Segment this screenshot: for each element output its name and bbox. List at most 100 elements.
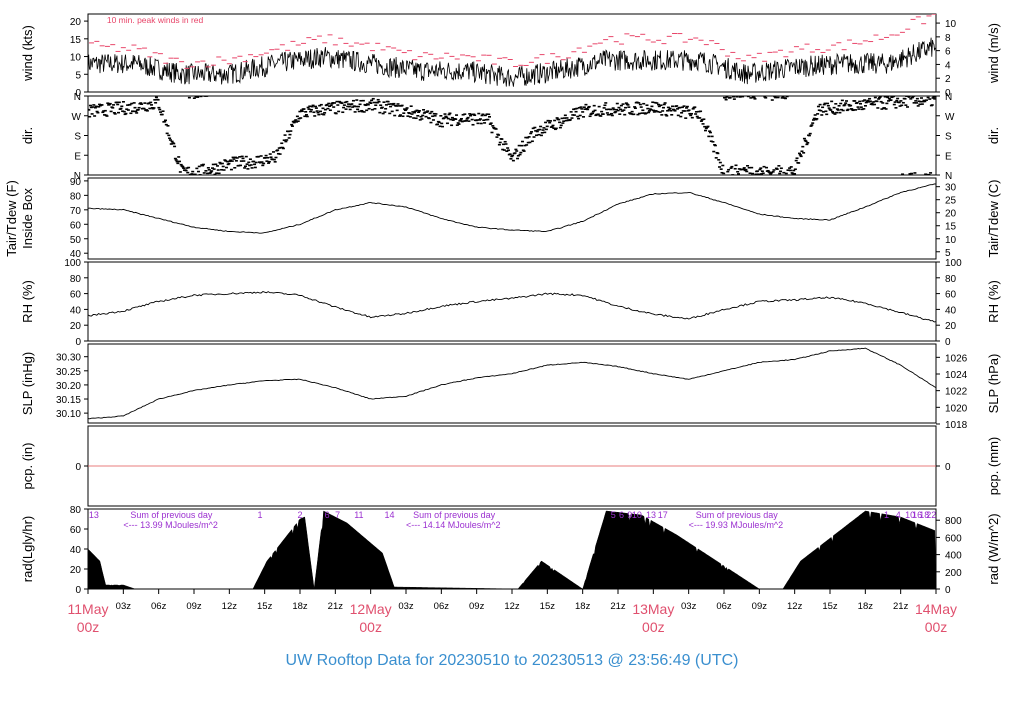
rad-hour-label: 13 [646,510,656,520]
rad-note-line2: <--- 19.93 MJoules/m^2 [689,520,784,530]
ytick-label-left-wind: 0 [75,88,81,99]
rad-hour-label: 7 [335,510,340,520]
wind-annotation: 10 min. peak winds in red [107,15,204,25]
rad-hour-label: 18 [919,510,929,520]
rad-note-line2: <--- 14.14 MJoules/m^2 [406,520,501,530]
ytick-label-left-rad: 20 [70,565,82,576]
series-rh [88,290,936,323]
ytick-label-left-temp: 90 [70,177,82,188]
ytick-label-left-slp: 30.20 [56,381,81,392]
rad-hour-label: 17 [658,510,668,520]
rad-hour-label: 4 [896,510,901,520]
ytick-label-left-wind: 20 [70,17,82,28]
ytick-label-right-wind: 10 [945,19,957,30]
series-wind-peaks [89,14,936,69]
xtick-date-sub: 00z [925,619,948,635]
series-radiation [88,510,936,589]
ytick-label-left-temp: 40 [70,249,82,260]
rad-hour-label: 10 [632,510,642,520]
series-wind-direction [88,96,936,175]
ytick-label-right-dir: W [945,112,955,123]
xtick-label: 03z [681,601,697,612]
ytick-label-right-dir: S [945,132,952,143]
ytick-label-right-rh: 100 [945,258,962,269]
xtick-label: 21z [610,601,626,612]
ytick-label-right-temp: 15 [945,222,957,233]
xtick-date-sub: 00z [77,619,100,635]
ylabel-left-temp: Tair/Tdew (F) [4,180,19,257]
xtick-label: 09z [752,601,768,612]
ytick-label-right-temp: 10 [945,235,957,246]
ytick-label-right-wind: 2 [945,74,951,85]
ylabel-left-rad: rad(Lgly/hr) [20,516,35,582]
panel-frame-rh [87,261,937,342]
xtick-label: 18z [575,601,591,612]
ytick-label-right-rad: 0 [945,585,951,596]
ytick-label-left-rad: 0 [75,585,81,596]
rad-hour-label: 22 [926,510,936,520]
rad-hour-label: 1 [884,510,889,520]
rad-hour-label: 16 [912,510,922,520]
ylabel-left-wind: wind (kts) [20,25,35,82]
ytick-label-right-temp: 30 [945,183,957,194]
ytick-label-left-slp: 30.15 [56,395,81,406]
xtick-date-label: 14May [915,601,957,617]
xtick-label: 06z [151,601,167,612]
xtick-label: 09z [469,601,485,612]
ylabel-right-rh: RH (%) [986,280,1001,323]
xtick-label: 03z [116,601,132,612]
rad-hour-label: 14 [385,510,395,520]
ytick-label-left-slp: 30.30 [56,353,81,364]
ytick-label-right-rh: 0 [945,337,951,348]
panel-frame-wind [87,13,937,93]
ylabel-right-dir: dir. [986,127,1001,144]
xtick-date-sub: 00z [642,619,665,635]
rad-hour-label: 1 [257,510,262,520]
ytick-label-left-rh: 100 [64,258,81,269]
ytick-label-left-rh: 20 [70,321,82,332]
ytick-label-left-slp: 30.10 [56,409,81,420]
ytick-label-right-rh: 20 [945,321,957,332]
ytick-label-left-temp: 60 [70,220,82,231]
ytick-label-left-dir: S [74,132,81,143]
rad-hour-label: 9 [627,510,632,520]
rad-hour-label: 10 [905,510,915,520]
xtick-label: 12z [504,601,520,612]
ylabel-left-slp: SLP (inHg) [20,352,35,415]
rad-hour-label: 5 [611,510,616,520]
ytick-label-right-temp: 25 [945,196,957,207]
ytick-label-right-rad: 800 [945,516,962,527]
ytick-label-right-pcp: 0 [945,462,951,473]
ytick-label-right-slp: 1020 [945,403,968,414]
rad-hour-label: 13 [89,510,99,520]
ytick-label-left-pcp: 0 [75,462,81,473]
ytick-label-right-temp: 5 [945,248,951,259]
rad-hour-label: 2 [297,510,302,520]
ytick-label-right-rad: 600 [945,533,962,544]
ylabel-left2-temp: Inside Box [20,188,35,249]
ytick-label-left-wind: 10 [70,53,82,64]
ytick-label-left-temp: 50 [70,235,82,246]
ytick-label-right-wind: 0 [945,88,951,99]
xtick-label: 09z [186,601,202,612]
ytick-label-left-dir: N [74,92,81,103]
ytick-label-right-slp: 1024 [945,370,968,381]
ytick-label-right-dir: E [945,151,952,162]
xtick-label: 21z [328,601,344,612]
rad-note-line2: <--- 13.99 MJoules/m^2 [123,520,218,530]
rad-hour-label: 11 [354,510,363,520]
xtick-label: 18z [858,601,874,612]
ytick-label-right-slp: 1026 [945,353,968,364]
ytick-label-left-temp: 70 [70,206,82,217]
rad-note-line1: Sum of previous day [413,510,496,520]
panel-frame-temp [87,177,937,260]
xtick-label: 06z [434,601,450,612]
ylabel-left-rh: RH (%) [20,280,35,323]
ytick-label-left-rh: 40 [70,305,82,316]
ytick-label-left-rh: 0 [75,337,81,348]
xtick-date-sub: 00z [359,619,382,635]
ytick-label-right-dir: N [945,92,952,103]
xtick-date-label: 13May [632,601,674,617]
